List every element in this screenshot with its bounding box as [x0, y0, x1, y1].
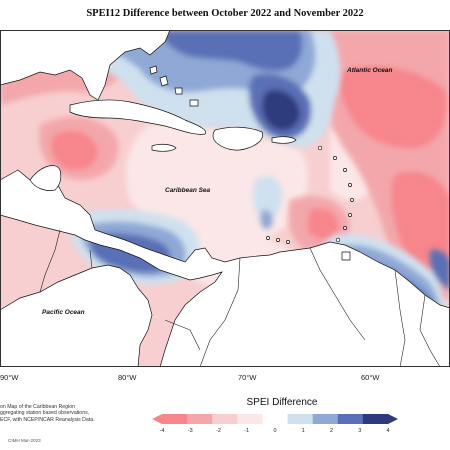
spei-difference-map: Atlantic Ocean Caribbean Sea Pacific Oce… [0, 30, 450, 367]
legend-swatch [262, 414, 288, 424]
legend-title: SPEI Difference [246, 397, 318, 408]
legend-tick-label: 3 [358, 428, 361, 434]
country-borders [39, 229, 441, 367]
legend-tick-label: -1 [244, 428, 249, 434]
legend-swatch [362, 414, 389, 424]
legend-right-arrow [388, 414, 398, 424]
landmasses [0, 30, 450, 367]
legend-swatch [212, 414, 238, 424]
legend-swatch [187, 414, 213, 424]
legend-tick-label: 4 [386, 428, 389, 434]
legend-swatch [337, 414, 364, 424]
longitude-label-90w: 90°W [0, 373, 19, 382]
pacific-ocean-label: Pacific Ocean [42, 309, 85, 316]
atlantic-ocean-label: Atlantic Ocean [346, 67, 393, 74]
longitude-label-60w: 60°W [361, 373, 380, 382]
legend-left-arrow [152, 414, 162, 424]
longitude-label-80w: 80°W [118, 373, 137, 382]
legend-tick-label: -3 [188, 428, 193, 434]
legend-tick-label: 1 [302, 428, 305, 434]
legend-swatch [237, 414, 263, 424]
legend-tick-label: 0 [273, 428, 276, 434]
map-description: on Map of the Caribbean Region ggregatin… [0, 404, 95, 423]
description-line-3: ECF, with NCEP/NCAR Reanalysis Data. [0, 416, 95, 423]
longitude-label-70w: 70°W [238, 373, 257, 382]
map-title: SPEI12 Difference between October 2022 a… [86, 8, 364, 19]
caribbean-sea-label: Caribbean Sea [165, 187, 211, 194]
color-legend: -4 -3 -2 -1 0 1 2 3 4 [152, 414, 398, 434]
legend-swatch [312, 414, 339, 424]
legend-tick-label: -4 [160, 428, 165, 434]
legend-swatch [287, 414, 314, 424]
description-line-1: on Map of the Caribbean Region [0, 404, 75, 410]
legend-tick-label: 2 [330, 428, 333, 434]
legend-swatch [162, 414, 188, 424]
legend-tick-label: -2 [216, 428, 221, 434]
credit-label: CIMH Mar-2023 [8, 438, 41, 443]
description-line-2: ggregating station based observations, [0, 410, 90, 417]
